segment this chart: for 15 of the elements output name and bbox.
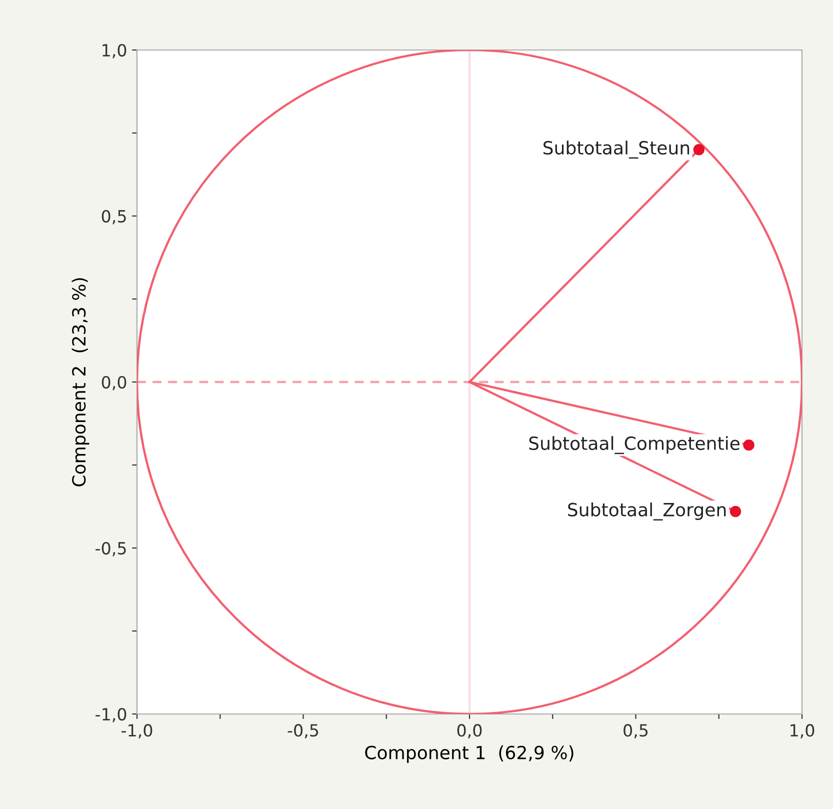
y-tick-label: -0,5 — [96, 542, 126, 556]
annotation: Subtotaal_Competentie — [529, 436, 740, 454]
x-axis-title: Component 1 (62,9 %) — [365, 745, 574, 763]
annotation: Subtotaal_Zorgen — [568, 502, 726, 520]
x-tick-label: 1,0 — [790, 724, 814, 738]
x-tick-label: 0,0 — [457, 724, 482, 738]
y-tick-label: 0,5 — [102, 210, 126, 224]
annotation: Subtotaal_Steun — [544, 140, 690, 159]
y-tick-label: 0,0 — [102, 376, 126, 390]
x-tick-label: -1,0 — [122, 724, 152, 738]
x-tick-label: 0,5 — [624, 724, 648, 738]
x-tick-label: -0,5 — [288, 724, 318, 738]
y-tick-label: -1,0 — [96, 708, 126, 722]
y-axis-title: Component 2 (23,3 %) — [72, 278, 90, 486]
y-tick-label: 1,0 — [102, 44, 126, 58]
